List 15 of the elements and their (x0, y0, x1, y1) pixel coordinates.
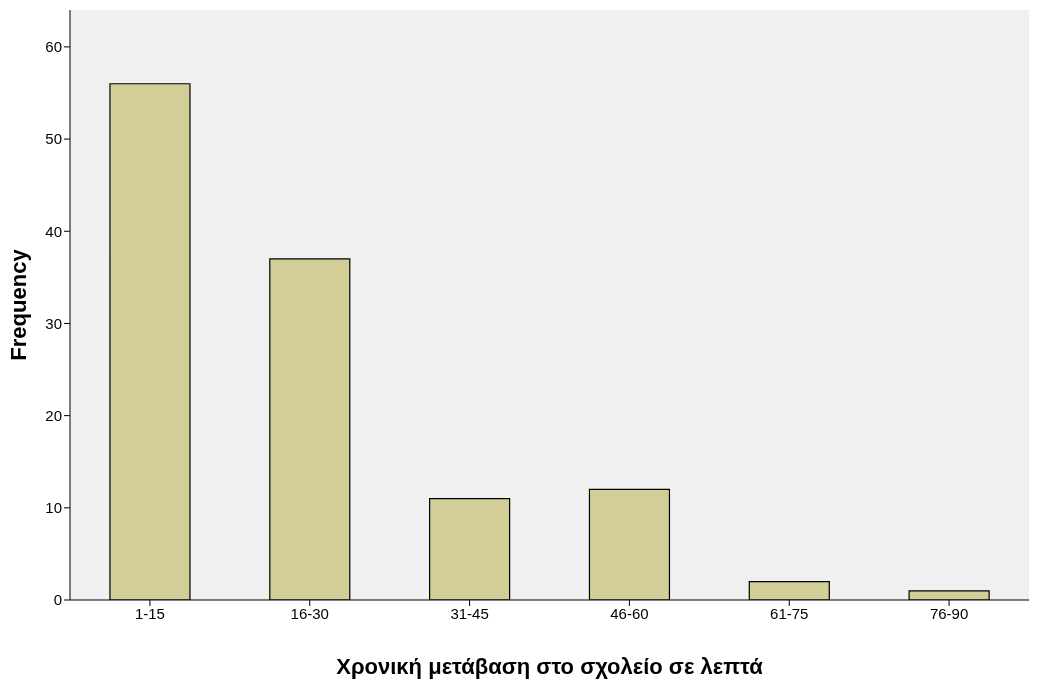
y-tick-label: 0 (53, 591, 62, 609)
y-tick-label: 50 (45, 130, 62, 148)
y-tick-label: 10 (45, 499, 62, 517)
y-tick-label: 30 (45, 314, 62, 332)
y-tick-label: 60 (45, 38, 62, 56)
x-tick-label: 1-15 (134, 604, 165, 622)
x-tick-label: 31-45 (450, 604, 489, 622)
x-tick-label: 61-75 (770, 604, 809, 622)
y-tick-label: 20 (45, 406, 62, 424)
y-axis-title: Frequency (5, 248, 31, 361)
x-tick-label: 76-90 (929, 604, 969, 622)
x-tick-label: 46-60 (610, 604, 649, 622)
y-tick-label: 40 (45, 222, 62, 240)
x-tick-label: 16-30 (290, 604, 329, 622)
x-axis-title: Χρονική μετάβαση στο σχολείο σε λεπτά (336, 654, 764, 679)
